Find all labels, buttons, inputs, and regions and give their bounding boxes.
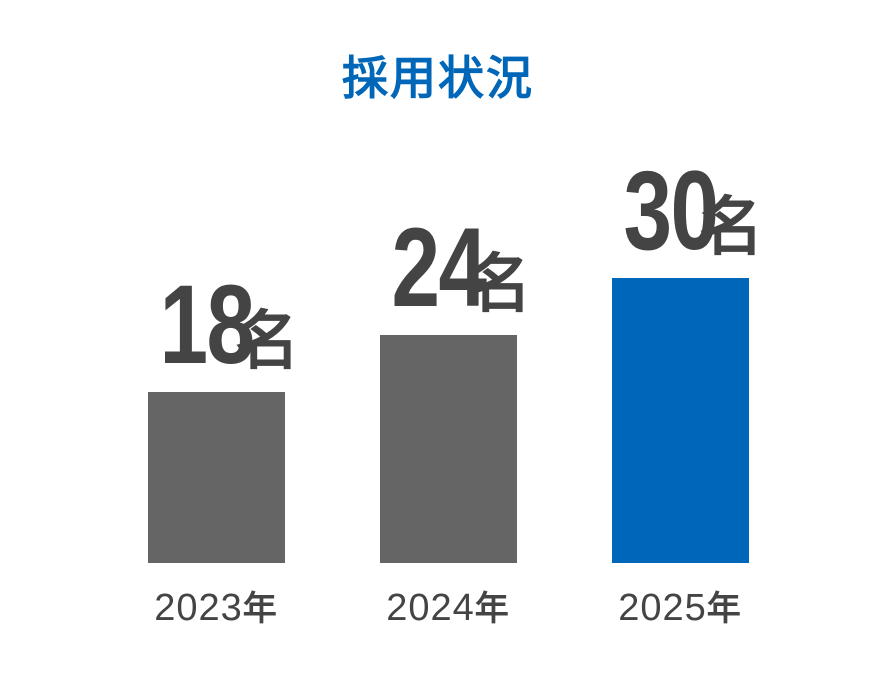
data-label-value: 18 [159,262,255,387]
data-label-unit: 名 [467,248,532,322]
data-label-unit: 名 [699,191,764,265]
x-tick-label-2024: 2024年 [386,587,510,629]
data-label-value: 30 [623,148,719,273]
bar-2024 [379,335,517,563]
chart-title: 採用状況 [342,51,534,105]
x-tick-label-2025: 2025年 [618,587,742,629]
data-label-unit: 名 [235,305,300,379]
data-label-2025: 30名 [550,146,810,275]
data-label-2024: 24名 [318,203,578,332]
data-label-value: 24 [391,205,487,330]
data-label-2023: 18名 [86,260,346,389]
x-tick-label-2023: 2023年 [154,587,278,629]
bar-2023 [147,392,285,563]
bar-2025 [611,278,749,563]
